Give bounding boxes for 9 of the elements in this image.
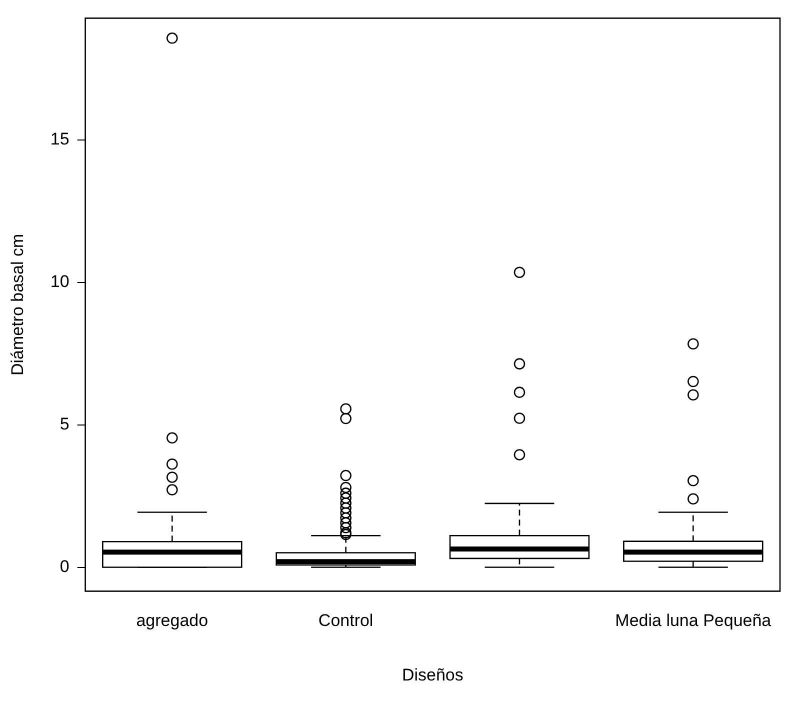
y-axis-title: Diámetro basal cm [8,234,27,376]
x-tick-label: Control [318,611,374,630]
y-tick-label: 15 [50,130,70,149]
y-tick-label: 5 [60,414,70,434]
x-axis-title: Diseños [402,665,464,684]
x-tick-label: agregado [136,611,208,630]
y-tick-label: 0 [60,556,70,576]
x-tick-label: Media luna Pequeña [615,611,772,630]
y-tick-label: 10 [50,272,70,292]
